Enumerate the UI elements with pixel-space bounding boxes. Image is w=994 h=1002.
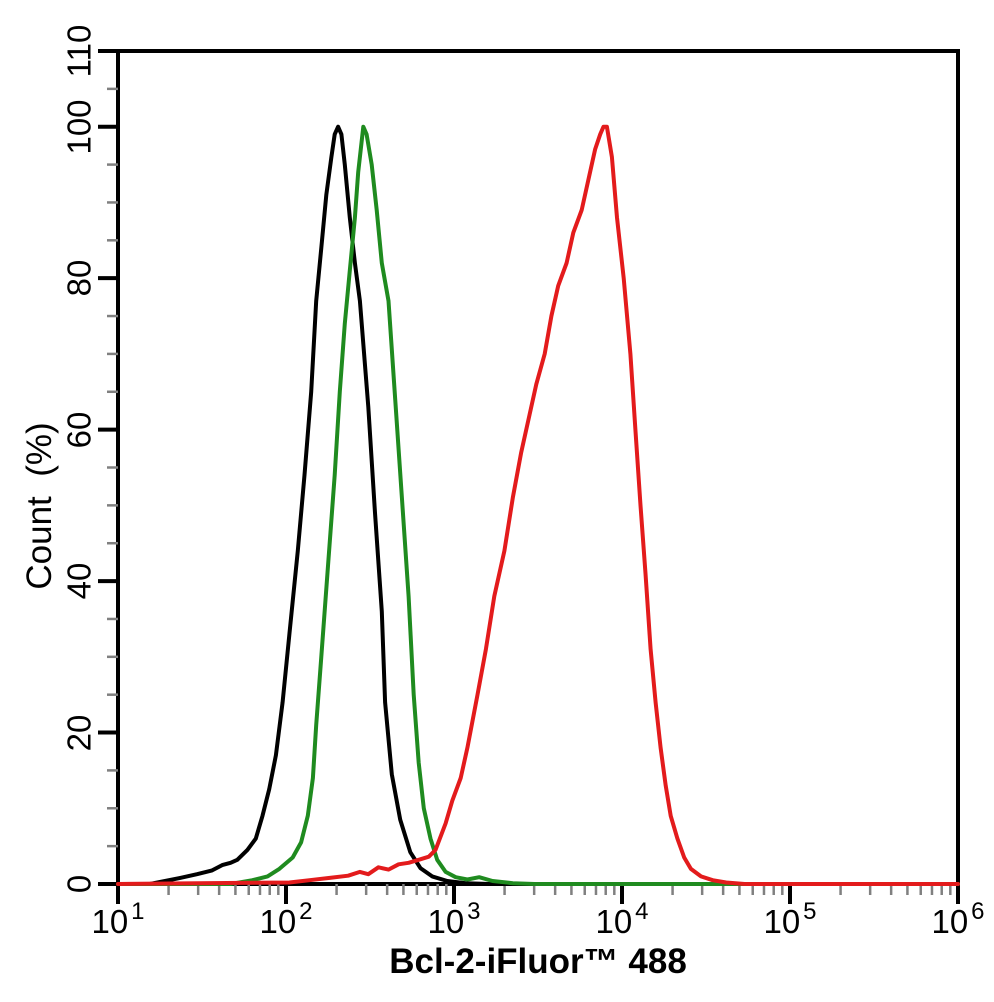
y-tick-label: 100 (60, 99, 98, 155)
x-tick-label: 10 3 (427, 898, 481, 940)
y-tick-label: 0 (60, 874, 98, 894)
y-axis-title: Count (%) (20, 422, 59, 590)
x-tick-label: 10 5 (763, 898, 817, 940)
x-axis-title: Bcl-2-iFluor™ 488 (389, 942, 687, 981)
green-curve (116, 124, 960, 886)
y-tick-label: 80 (60, 259, 98, 297)
y-tick-label: 40 (60, 562, 98, 600)
x-tick-label: 10 6 (931, 898, 985, 940)
x-tick-label: 10 2 (259, 898, 313, 940)
y-tick-label: 60 (60, 411, 98, 448)
black-curve (116, 124, 960, 886)
y-tick-label: 110 (60, 24, 98, 78)
plot-frame (116, 49, 960, 886)
red-curve (116, 124, 960, 886)
x-tick-label: 10 4 (595, 898, 649, 940)
x-tick-label: 10 1 (91, 898, 145, 940)
y-tick-label: 20 (60, 714, 98, 751)
